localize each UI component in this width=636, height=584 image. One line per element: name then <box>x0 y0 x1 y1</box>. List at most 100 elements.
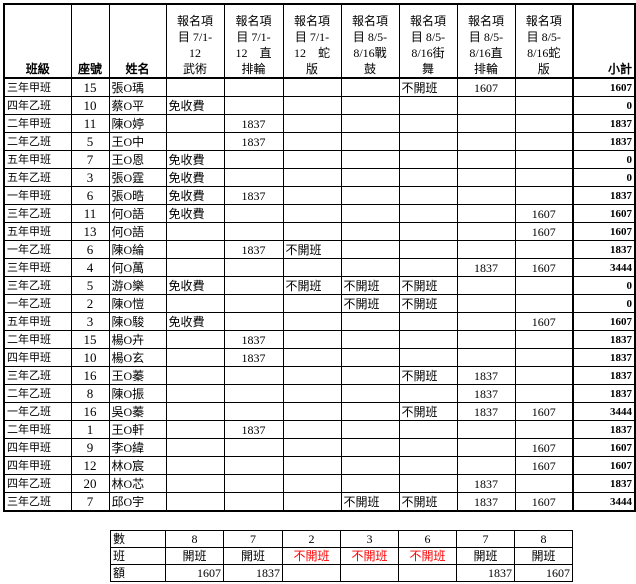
table-cell <box>282 114 342 133</box>
table-cell: 二年乙班 <box>3 384 72 403</box>
table-cell <box>282 186 342 205</box>
header-line: 版 <box>537 62 550 76</box>
table-cell <box>514 96 574 115</box>
table-cell: 何O萬 <box>108 258 167 277</box>
table-cell: 1837 <box>572 348 636 367</box>
table-cell: 何O語 <box>108 204 167 223</box>
table-cell: 1837 <box>456 366 516 385</box>
table-cell: 不開班 <box>398 276 458 295</box>
table-cell <box>340 384 400 403</box>
table-cell: 陳O愷 <box>108 294 167 313</box>
table-cell <box>398 186 458 205</box>
header-line: 目 7/1- <box>177 30 213 44</box>
table-cell <box>514 420 574 439</box>
table-cell: 不開班 <box>340 294 400 313</box>
table-cell <box>340 438 400 457</box>
table-cell: 7 <box>70 492 110 512</box>
table-cell <box>456 348 516 367</box>
table-cell: 何O語 <box>108 222 167 241</box>
table-cell <box>398 168 458 187</box>
summary-cell <box>282 564 341 582</box>
table-cell <box>456 312 516 331</box>
table-cell: 10 <box>70 348 110 367</box>
summary-cell: 1607 <box>514 564 573 582</box>
table-cell: 王O蓁 <box>108 366 167 385</box>
header-line: 報名項 <box>409 14 446 28</box>
table-row: 四年乙班 20 林O芯 1837 1837 <box>3 474 636 493</box>
table-cell: 15 <box>70 77 110 97</box>
table-cell: 四年甲班 <box>3 456 72 475</box>
table-cell <box>223 492 284 512</box>
table-cell <box>340 456 400 475</box>
table-cell <box>165 222 225 241</box>
table-cell <box>223 438 284 457</box>
table-cell <box>456 132 516 151</box>
table-cell <box>165 420 225 439</box>
table-row: 三年乙班 7 邱O宇 不開班 不開班 1837 1607 3444 <box>3 492 636 512</box>
table-cell <box>398 258 458 277</box>
table-cell: 3 <box>70 312 110 331</box>
table-cell: 3444 <box>572 258 636 277</box>
table-cell: 1607 <box>514 258 574 277</box>
table-cell <box>398 114 458 133</box>
table-cell: 三年甲班 <box>3 77 72 97</box>
table-cell: 免收費 <box>165 168 225 187</box>
table-cell: 8 <box>70 384 110 403</box>
table-row: 五年甲班 7 王O恩 免收費 0 <box>3 150 636 169</box>
table-cell <box>456 456 516 475</box>
table-cell: 四年甲班 <box>3 438 72 457</box>
table-cell <box>165 330 225 349</box>
table-cell <box>223 474 284 493</box>
table-cell: 1837 <box>223 240 284 259</box>
table-cell: 免收費 <box>165 96 225 115</box>
table-cell: 6 <box>70 186 110 205</box>
table-cell <box>398 150 458 169</box>
table-cell <box>456 222 516 241</box>
table-cell: 三年乙班 <box>3 492 72 512</box>
table-cell: 11 <box>70 114 110 133</box>
table-cell <box>165 348 225 367</box>
header-cell: 班級 <box>3 3 72 79</box>
table-cell <box>165 294 225 313</box>
summary-cell: 7 <box>456 530 515 548</box>
table-cell: 1837 <box>572 114 636 133</box>
header-line: 報名項 <box>235 14 272 28</box>
table-row: 二年甲班 15 楊O卉 1837 1837 <box>3 330 636 349</box>
table-cell: 6 <box>70 240 110 259</box>
table-body: 三年甲班 15 張O瑀 不開班 1607 1607 四年乙班 10 蔡O平 免收費 0 二年甲班 11 陳… <box>3 77 636 512</box>
table-cell <box>456 240 516 259</box>
table-cell: 1607 <box>572 77 636 97</box>
table-cell: 一年乙班 <box>3 240 72 259</box>
table-cell <box>223 150 284 169</box>
table-cell: 陳O駿 <box>108 312 167 331</box>
table-row: 一年乙班 16 吳O蓁 不開班 1837 1607 3444 <box>3 402 636 421</box>
table-cell: 1837 <box>572 240 636 259</box>
table-cell: 1837 <box>572 366 636 385</box>
table-cell: 王O中 <box>108 132 167 151</box>
header-line: 鼓 <box>363 62 376 76</box>
table-cell <box>282 168 342 187</box>
table-cell <box>398 312 458 331</box>
table-cell: 王O軒 <box>108 420 167 439</box>
table-cell <box>223 366 284 385</box>
summary-cell: 3 <box>340 530 399 548</box>
table-cell: 1837 <box>456 474 516 493</box>
table-cell <box>223 276 284 295</box>
summary-cell: 6 <box>398 530 457 548</box>
table-cell: 7 <box>70 150 110 169</box>
table-cell <box>282 438 342 457</box>
table-cell <box>340 420 400 439</box>
header-line: 目 7/1- <box>294 30 330 44</box>
table-cell <box>282 150 342 169</box>
header-line: 12 蛇 <box>293 46 330 60</box>
table-cell: 1837 <box>572 330 636 349</box>
table-cell: 五年甲班 <box>3 312 72 331</box>
summary-cell: 開班 <box>223 547 283 565</box>
table-row: 一年甲班 6 張O晧 免收費 1837 1837 <box>3 186 636 205</box>
table-cell <box>165 240 225 259</box>
table-cell <box>282 492 342 512</box>
table-cell <box>282 420 342 439</box>
header-line: 目 7/1- <box>236 30 271 44</box>
table-cell: 20 <box>70 474 110 493</box>
table-cell <box>456 96 516 115</box>
